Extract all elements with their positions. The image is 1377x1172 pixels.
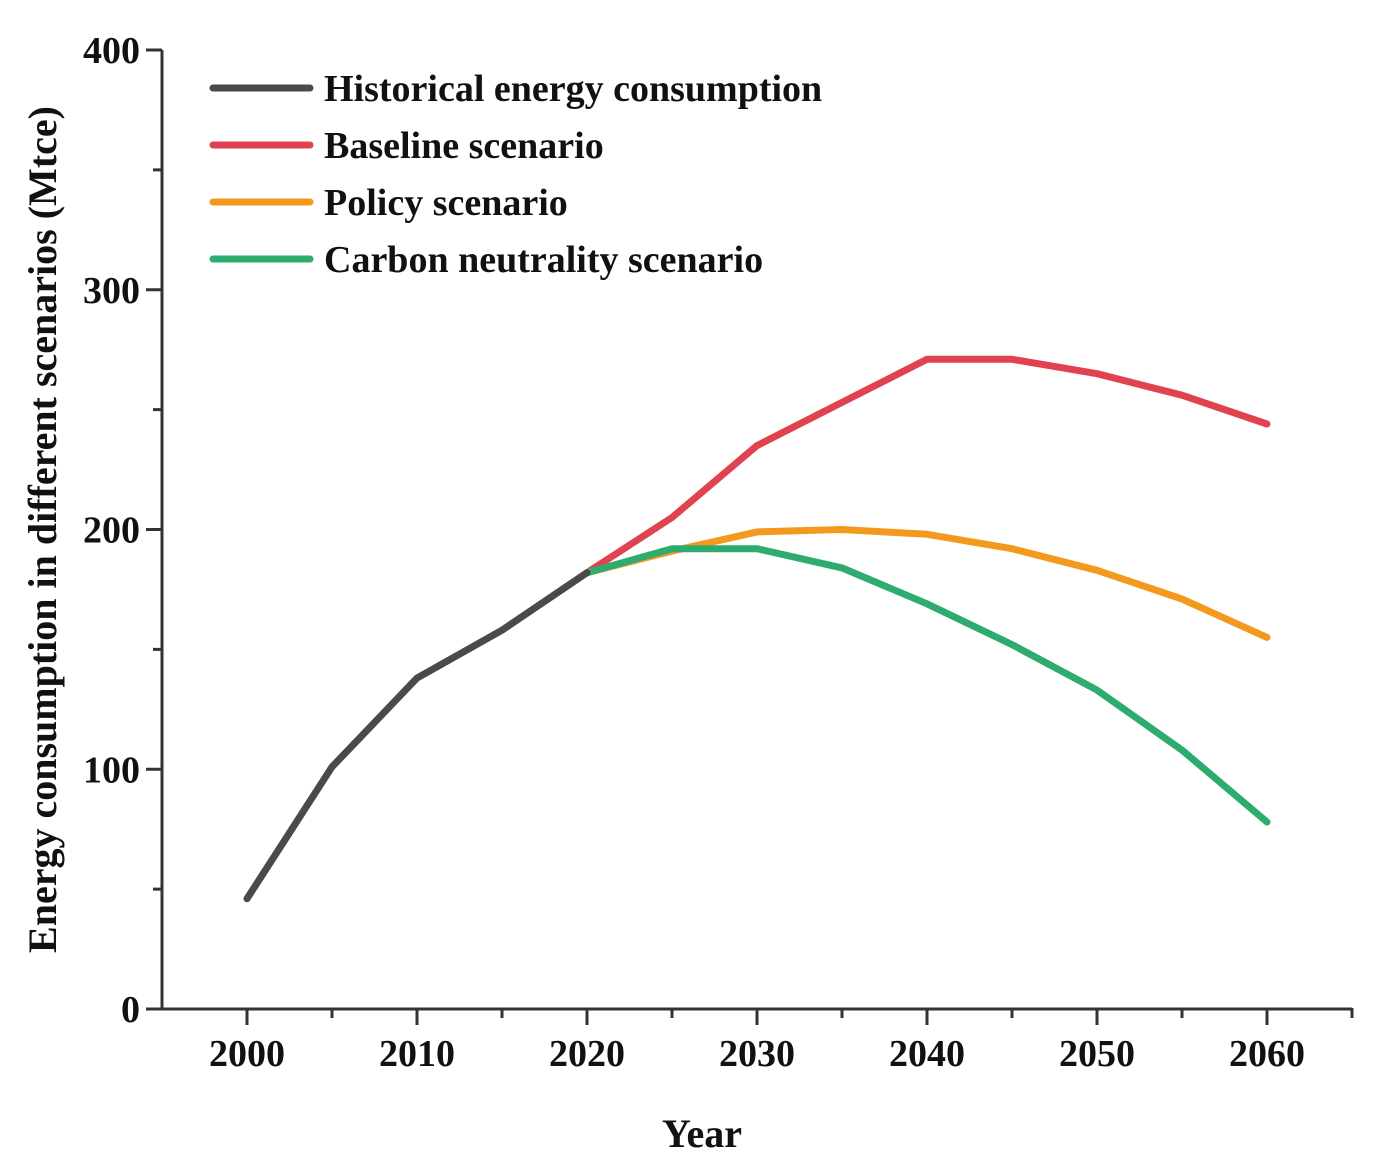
x-tick-label: 2020 [549, 1033, 625, 1075]
y-tick-label: 400 [83, 30, 140, 72]
y-tick-label: 300 [83, 270, 140, 312]
y-tick-label: 100 [83, 749, 140, 791]
x-axis-title: Year [662, 1111, 742, 1156]
series-line-historical-energy-consumption [243, 569, 591, 903]
x-tick-label: 2010 [379, 1033, 455, 1075]
series-lines [243, 355, 1271, 903]
legend-label-carbon-neutrality-scenario: Carbon neutrality scenario [324, 239, 763, 281]
tick-labels: 0 100 200 300 400 2000 2010 2020 2030 2040 2050 206… [83, 30, 1305, 1075]
legend-label-policy-scenario: Policy scenario [324, 182, 568, 224]
x-tick-label: 2050 [1059, 1033, 1135, 1075]
x-tick-label: 2060 [1229, 1033, 1305, 1075]
y-axis-title: Energy consumption in different scenario… [20, 106, 65, 953]
series-line-carbon-neutrality-scenario [583, 545, 1271, 826]
legend-label-historical-energy-consumption: Historical energy consumption [324, 68, 822, 110]
y-tick-label: 200 [83, 510, 140, 552]
legend-label-baseline-scenario: Baseline scenario [324, 125, 604, 167]
x-tick-label: 2000 [209, 1033, 285, 1075]
legend: Historical energy consumption Baseline sc… [209, 68, 822, 281]
x-tick-label: 2040 [889, 1033, 965, 1075]
x-tick-label: 2030 [719, 1033, 795, 1075]
y-tick-label: 0 [121, 989, 140, 1031]
tick-marks [146, 48, 1354, 1025]
series-line-baseline-scenario [583, 355, 1271, 577]
series-line-policy-scenario [583, 526, 1271, 641]
